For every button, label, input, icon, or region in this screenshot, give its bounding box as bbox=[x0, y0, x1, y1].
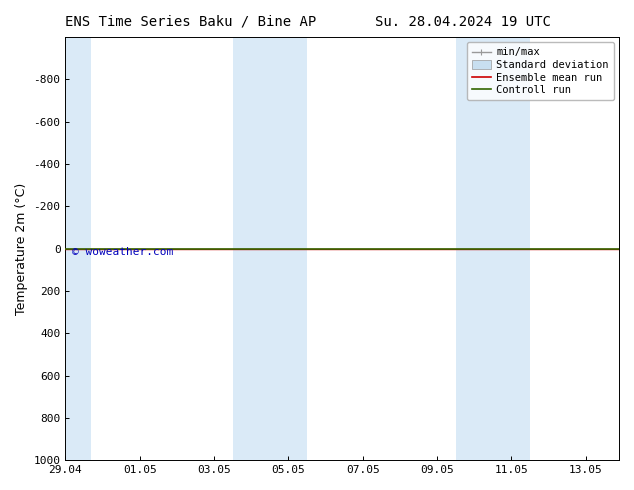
Bar bbox=[455, 37, 530, 460]
Y-axis label: Temperature 2m (°C): Temperature 2m (°C) bbox=[15, 182, 28, 315]
Legend: min/max, Standard deviation, Ensemble mean run, Controll run: min/max, Standard deviation, Ensemble me… bbox=[467, 42, 614, 100]
Bar bbox=[65, 37, 91, 460]
Bar bbox=[233, 37, 307, 460]
Text: © woweather.com: © woweather.com bbox=[72, 247, 173, 257]
Text: ENS Time Series Baku / Bine AP: ENS Time Series Baku / Bine AP bbox=[65, 15, 316, 29]
Text: Su. 28.04.2024 19 UTC: Su. 28.04.2024 19 UTC bbox=[375, 15, 551, 29]
